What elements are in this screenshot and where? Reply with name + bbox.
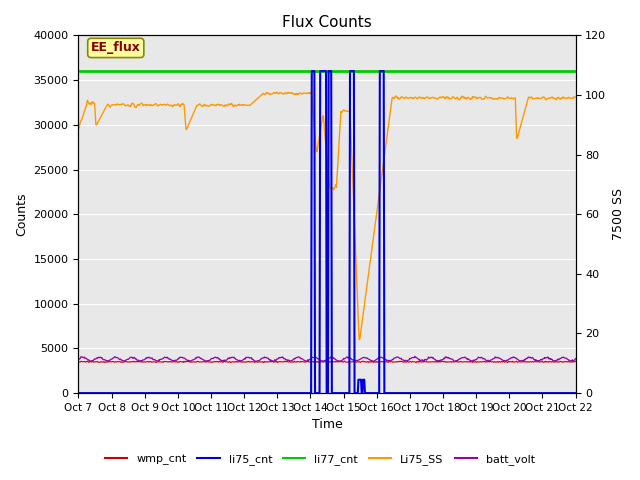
Title: Flux Counts: Flux Counts — [282, 15, 372, 30]
X-axis label: Time: Time — [312, 419, 342, 432]
Y-axis label: 7500 SS: 7500 SS — [612, 188, 625, 240]
Y-axis label: Counts: Counts — [15, 192, 28, 236]
Legend: wmp_cnt, li75_cnt, li77_cnt, Li75_SS, batt_volt: wmp_cnt, li75_cnt, li77_cnt, Li75_SS, ba… — [100, 450, 540, 469]
Text: EE_flux: EE_flux — [91, 41, 141, 54]
